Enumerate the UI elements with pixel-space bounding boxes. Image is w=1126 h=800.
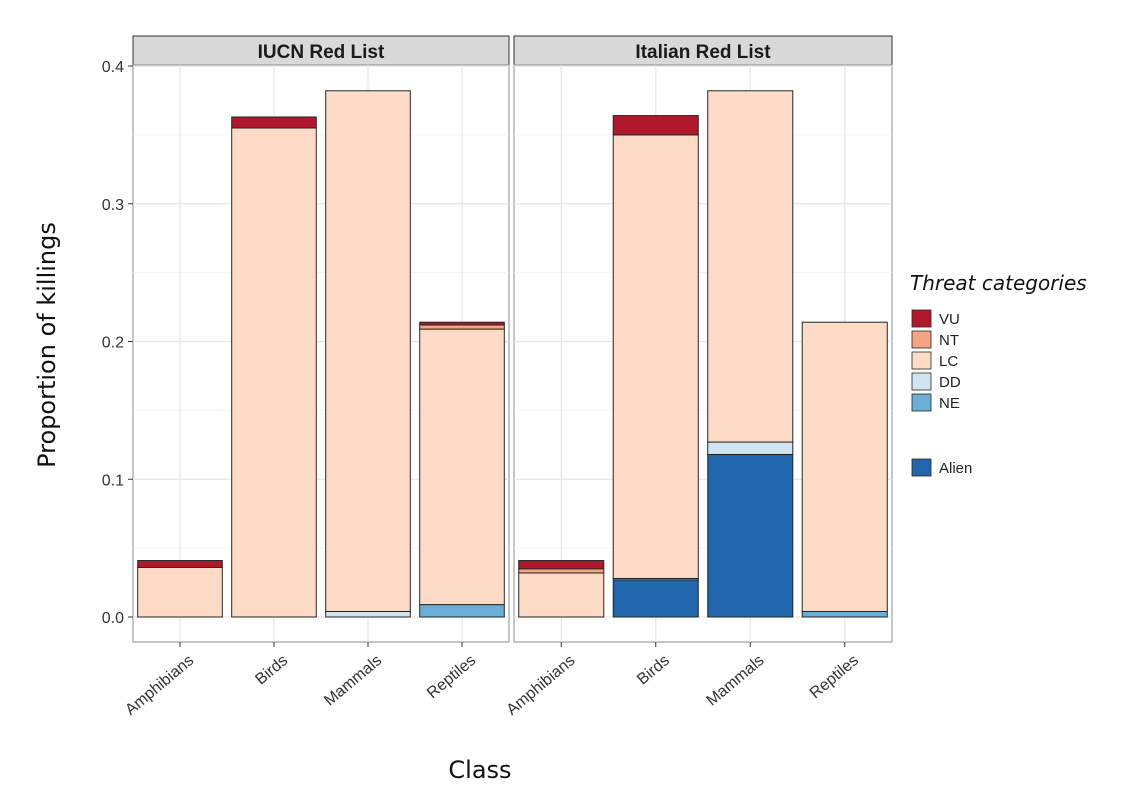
bar-segment-italian-red-list-mammals-alien	[707, 453, 794, 618]
bars-italian	[518, 90, 888, 618]
bar-segment-italian-red-list-reptiles-lc	[801, 321, 888, 612]
legend-label-lc: LC	[939, 353, 958, 370]
legend-swatch-lc	[911, 351, 932, 370]
facet-strip-italian	[513, 35, 893, 66]
bar-segment-italian-red-list-reptiles-ne	[801, 610, 888, 618]
y-tick-label: 0.1	[102, 472, 124, 489]
legend-label-dd: DD	[939, 374, 961, 391]
x-tick-label-reptiles: Reptiles	[807, 652, 862, 702]
bar-segment-italian-red-list-mammals-lc	[707, 90, 794, 443]
x-tick-label-amphibians: Amphibians	[122, 652, 197, 719]
legend: Threat categories VU NT LC DD NE Alien	[910, 271, 1087, 477]
y-tick-label: 0.2	[102, 335, 124, 352]
legend-label-nt: NT	[939, 332, 959, 349]
bar-segment-italian-red-list-birds-alien	[612, 579, 699, 618]
bar-segment-italian-red-list-amphibians-vu	[518, 560, 605, 570]
x-axis-title: Class	[448, 756, 511, 784]
bar-segment-iucn-red-list-mammals-dd	[325, 610, 411, 618]
y-axis: 0.0 0.1 0.2 0.3 0.4	[102, 59, 133, 627]
bar-segment-iucn-red-list-reptiles-ne	[419, 604, 505, 618]
bar-segment-iucn-red-list-amphibians-vu	[137, 560, 223, 568]
facet-title-iucn: IUCN Red List	[258, 42, 385, 63]
legend-swatch-vu	[911, 309, 932, 328]
legend-label-vu: VU	[939, 311, 960, 328]
x-tick-label-birds: Birds	[252, 652, 291, 688]
facet-title-italian: Italian Red List	[635, 42, 771, 63]
x-ticks-iucn: Amphibians Birds Mammals Reptiles	[122, 642, 479, 719]
x-tick-label-birds: Birds	[634, 652, 673, 688]
bar-segment-italian-red-list-amphibians-lc	[518, 572, 605, 618]
bar-segment-italian-red-list-mammals-dd	[707, 441, 794, 455]
y-tick-label: 0.3	[102, 197, 124, 214]
panel-iucn-red-list: IUCN Red List Amphibians Birds Mammals Rept…	[122, 35, 510, 719]
x-ticks-italian: Amphibians Birds Mammals Reptiles	[504, 642, 862, 719]
bar-segment-iucn-red-list-reptiles-nt	[419, 324, 505, 330]
legend-items: VU NT LC DD NE Alien	[911, 309, 972, 477]
bar-segment-iucn-red-list-birds-vu	[231, 116, 317, 129]
bars-iucn	[137, 90, 505, 618]
x-tick-label-mammals: Mammals	[703, 652, 767, 710]
bar-segment-iucn-red-list-amphibians-lc	[137, 566, 223, 618]
legend-title: Threat categories	[910, 271, 1087, 295]
y-tick-label: 0.4	[102, 59, 124, 76]
legend-swatch-nt	[911, 330, 932, 349]
legend-swatch-alien	[911, 458, 932, 477]
y-tick-label: 0.0	[102, 610, 124, 627]
panel-italian-red-list: Italian Red List Amphibians Birds Mammals R…	[504, 35, 893, 719]
bar-segment-iucn-red-list-reptiles-vu	[419, 321, 505, 326]
x-tick-label-mammals: Mammals	[321, 652, 385, 710]
x-tick-label-reptiles: Reptiles	[424, 652, 479, 702]
bar-segment-iucn-red-list-birds-lc	[231, 127, 317, 618]
bar-segment-italian-red-list-amphibians-nt	[518, 568, 605, 574]
bar-segment-italian-red-list-birds-lc	[612, 134, 699, 579]
bar-segment-iucn-red-list-mammals-lc	[325, 90, 411, 612]
facet-strip-iucn	[132, 35, 510, 66]
legend-label-alien: Alien	[939, 460, 972, 477]
bar-segment-iucn-red-list-reptiles-lc	[419, 328, 505, 606]
legend-label-ne: NE	[939, 395, 960, 412]
x-tick-label-amphibians: Amphibians	[504, 652, 579, 719]
y-axis-title: Proportion of killings	[33, 222, 61, 468]
legend-swatch-ne	[911, 393, 932, 412]
legend-swatch-dd	[911, 372, 932, 391]
bar-segment-italian-red-list-birds-vu	[612, 115, 699, 136]
